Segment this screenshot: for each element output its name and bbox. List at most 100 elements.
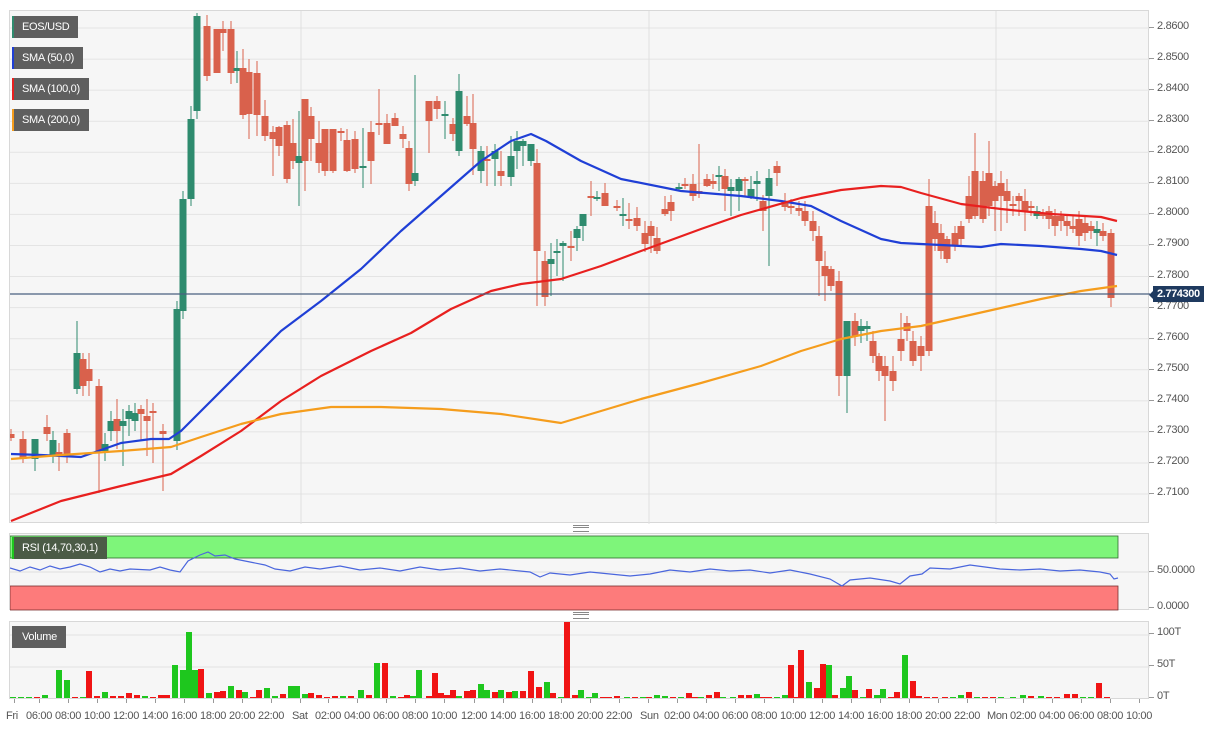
volume-bar-down[interactable] <box>760 697 766 698</box>
volume-bar-down[interactable] <box>444 695 450 698</box>
candle-up[interactable] <box>131 413 139 421</box>
volume-bar-up[interactable] <box>288 686 294 698</box>
volume-bar-up[interactable] <box>754 694 760 698</box>
candle-up[interactable] <box>857 326 865 331</box>
candle-up[interactable] <box>193 16 201 111</box>
volume-bar-up[interactable] <box>958 695 964 698</box>
volume-bar-down[interactable] <box>1028 696 1034 698</box>
volume-bar-down[interactable] <box>888 697 894 698</box>
candle-up[interactable] <box>187 119 195 199</box>
volume-bar-up[interactable] <box>860 697 866 698</box>
volume-bar-up[interactable] <box>410 696 416 698</box>
candle-down[interactable] <box>203 26 211 76</box>
volume-bar-up[interactable] <box>902 655 908 698</box>
volume-bar-up[interactable] <box>662 696 668 698</box>
volume-bar-up[interactable] <box>18 697 24 698</box>
volume-bar-up[interactable] <box>578 690 584 698</box>
candle-down[interactable] <box>709 181 717 184</box>
candle-down[interactable] <box>909 341 917 361</box>
volume-bar-up[interactable] <box>874 695 880 698</box>
volume-bar-up[interactable] <box>1080 697 1086 698</box>
candle-down[interactable] <box>781 201 789 207</box>
volume-bar-down[interactable] <box>932 697 938 698</box>
volume-bar-down[interactable] <box>118 696 124 698</box>
candle-up[interactable] <box>843 321 851 376</box>
volume-bar-up[interactable] <box>782 695 788 698</box>
candle-up[interactable] <box>125 411 133 419</box>
volume-bar-down[interactable] <box>492 692 498 698</box>
volume-bar-down[interactable] <box>506 692 512 698</box>
volume-bar-down[interactable] <box>528 671 534 698</box>
candle-down[interactable] <box>759 201 767 211</box>
volume-bar-up[interactable] <box>180 670 186 698</box>
volume-bar-down[interactable] <box>332 696 338 698</box>
candle-down[interactable] <box>681 184 689 186</box>
candle-up[interactable] <box>73 353 81 389</box>
candle-up[interactable] <box>553 251 561 253</box>
candle-down[interactable] <box>159 431 167 434</box>
candle-up[interactable] <box>863 326 871 329</box>
volume-bar-down[interactable] <box>670 697 676 698</box>
candle-up[interactable] <box>547 259 555 264</box>
candle-down[interactable] <box>835 281 843 376</box>
volume-bar-up[interactable] <box>228 686 234 698</box>
volume-bar-down[interactable] <box>366 695 372 698</box>
volume-bar-up[interactable] <box>456 696 462 698</box>
candle-down[interactable] <box>321 129 329 171</box>
candle-down[interactable] <box>979 181 987 219</box>
volume-bar-down[interactable] <box>94 696 100 698</box>
candle-down[interactable] <box>809 221 817 231</box>
volume-bar-down[interactable] <box>308 693 314 698</box>
candle-down[interactable] <box>567 246 575 248</box>
candle-down[interactable] <box>869 341 877 356</box>
candle-up[interactable] <box>507 156 515 177</box>
candle-down[interactable] <box>917 346 925 356</box>
volume-bar-down[interactable] <box>564 622 570 698</box>
volume-bar-down[interactable] <box>746 695 752 698</box>
candle-up[interactable] <box>735 179 743 191</box>
candle-up[interactable] <box>295 156 303 163</box>
candle-down[interactable] <box>1063 221 1071 226</box>
volume-bar-down[interactable] <box>438 693 444 698</box>
volume-bar-down[interactable] <box>606 697 612 698</box>
volume-bar-down[interactable] <box>766 697 772 698</box>
volume-bar-up[interactable] <box>264 688 270 698</box>
candle-down[interactable] <box>1015 196 1023 201</box>
volume-bar-down[interactable] <box>426 696 432 698</box>
candle-down[interactable] <box>219 29 227 33</box>
candle-up[interactable] <box>519 141 527 146</box>
candle-down[interactable] <box>283 125 291 179</box>
volume-bar-down[interactable] <box>794 697 800 698</box>
volume-bar-up[interactable] <box>678 697 684 698</box>
volume-bar-down[interactable] <box>788 665 794 698</box>
volume-bar-down[interactable] <box>150 697 156 698</box>
candle-down[interactable] <box>227 29 235 73</box>
pane-resize-handle-rsi[interactable] <box>573 525 589 532</box>
candle-down[interactable] <box>43 427 51 434</box>
volume-bar-up[interactable] <box>558 697 564 698</box>
volume-bar-up[interactable] <box>80 697 86 698</box>
candle-down[interactable] <box>1075 219 1083 236</box>
candle-down[interactable] <box>289 143 297 161</box>
candle-down[interactable] <box>315 143 323 163</box>
candle-down[interactable] <box>881 366 889 376</box>
candle-up[interactable] <box>359 166 367 168</box>
candle-down[interactable] <box>1027 206 1035 208</box>
candle-down[interactable] <box>613 206 621 208</box>
candle-down[interactable] <box>1107 233 1115 298</box>
candle-down[interactable] <box>95 386 103 451</box>
candle-up[interactable] <box>1093 229 1101 233</box>
price-chart-pane[interactable] <box>9 10 1150 524</box>
volume-bar-up[interactable] <box>358 690 364 698</box>
volume-bar-down[interactable] <box>432 673 438 698</box>
candle-up[interactable] <box>173 309 181 441</box>
candle-down[interactable] <box>19 439 27 459</box>
volume-bar-up[interactable] <box>592 693 598 698</box>
volume-bar-up[interactable] <box>242 692 248 698</box>
candle-down[interactable] <box>383 123 391 144</box>
candle-down[interactable] <box>375 123 383 125</box>
candle-down[interactable] <box>399 134 407 139</box>
candle-up[interactable] <box>715 175 723 177</box>
candle-down[interactable] <box>667 202 675 211</box>
candle-up[interactable] <box>513 141 521 151</box>
